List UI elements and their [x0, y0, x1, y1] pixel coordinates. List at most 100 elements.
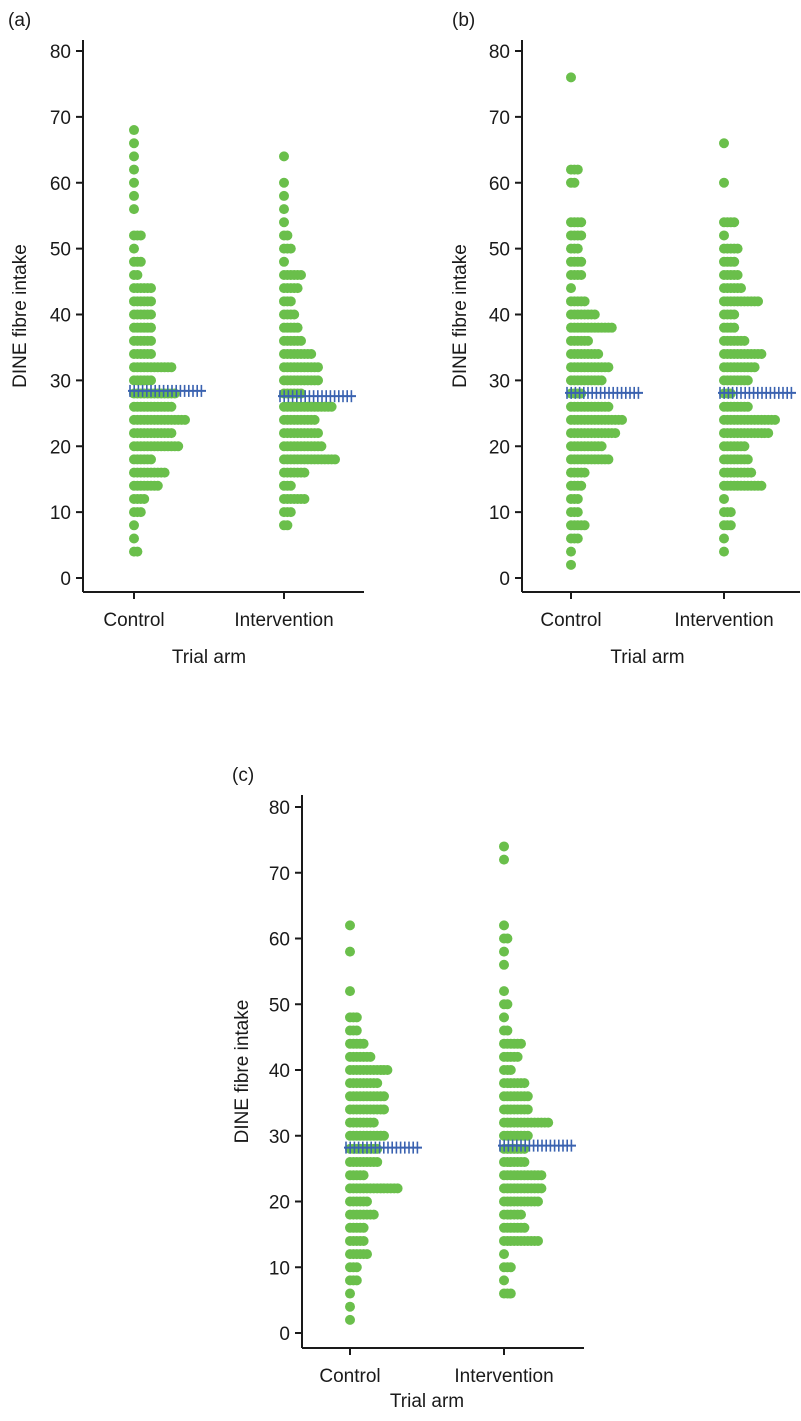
data-point [756, 349, 767, 360]
data-point [719, 546, 729, 557]
data-point [351, 1025, 362, 1036]
data-point [606, 322, 617, 333]
data-point [572, 243, 583, 254]
data-point [719, 230, 729, 241]
data-point [351, 1275, 362, 1286]
data-point [279, 190, 289, 201]
data-point [279, 204, 289, 215]
data-point [732, 243, 743, 254]
data-point [159, 467, 170, 478]
data-point [285, 296, 296, 307]
y-tick-label: 0 [279, 1324, 290, 1345]
data-point [139, 493, 150, 504]
mean-marker [278, 390, 356, 403]
data-point [756, 480, 767, 491]
data-point [505, 1262, 516, 1273]
data-point [326, 401, 337, 412]
y-axis-title: DINE fibre intake [10, 244, 31, 388]
data-point [146, 283, 156, 294]
data-point [505, 1065, 516, 1075]
data-point [345, 920, 355, 931]
data-point [719, 138, 729, 149]
data-point [129, 204, 139, 215]
data-point [146, 349, 156, 360]
data-point [166, 401, 177, 412]
mean-marker [498, 1139, 576, 1152]
data-point [519, 1157, 530, 1168]
data-point [566, 283, 576, 294]
data-point [129, 520, 139, 531]
data-point [166, 362, 177, 373]
data-point [725, 520, 736, 531]
y-tick-label: 30 [269, 1127, 290, 1148]
data-point [732, 269, 743, 280]
data-point [345, 946, 355, 957]
data-point [129, 151, 139, 162]
y-tick-label: 20 [269, 1193, 290, 1214]
series-intervention [498, 841, 576, 1299]
y-tick-label: 30 [489, 371, 510, 392]
mean-marker [718, 386, 796, 399]
data-point [603, 454, 614, 465]
data-point [279, 217, 289, 228]
x-tick-label: Control [540, 610, 601, 631]
data-point [132, 546, 143, 557]
data-point [519, 1078, 530, 1089]
data-point [392, 1183, 403, 1194]
data-point [135, 256, 146, 267]
data-point [351, 1012, 362, 1023]
data-point [135, 230, 146, 241]
data-point [512, 1051, 523, 1062]
data-point [173, 441, 184, 452]
data-point [299, 493, 310, 504]
panel-label: (c) [232, 765, 254, 786]
data-point [146, 375, 156, 386]
x-tick-label: Control [319, 1366, 380, 1387]
y-tick-label: 10 [269, 1258, 290, 1279]
data-point [180, 414, 190, 425]
data-point [516, 1209, 526, 1220]
data-point [358, 1235, 369, 1246]
data-point [129, 138, 139, 149]
data-point [522, 1104, 533, 1115]
data-point [579, 520, 590, 531]
data-point [543, 1117, 554, 1128]
y-tick-label: 40 [489, 306, 510, 327]
data-point [729, 309, 740, 320]
data-point [279, 256, 289, 267]
data-point [533, 1196, 543, 1207]
data-point [499, 1012, 509, 1023]
data-point [763, 428, 774, 439]
data-point [358, 1222, 369, 1233]
data-point [146, 296, 156, 307]
data-point [576, 480, 587, 491]
x-tick-label: Intervention [454, 1366, 553, 1387]
data-point [749, 362, 760, 373]
data-point [129, 190, 139, 201]
data-point [282, 230, 293, 241]
data-point [309, 414, 320, 425]
data-point [576, 217, 587, 228]
data-point [719, 493, 729, 504]
data-point [285, 243, 296, 254]
data-point [536, 1170, 547, 1181]
data-point [362, 1196, 372, 1207]
data-point [572, 493, 583, 504]
data-point [739, 335, 750, 346]
y-tick-label: 60 [50, 174, 71, 195]
y-tick-label: 0 [60, 569, 71, 590]
data-point [505, 1288, 516, 1299]
data-point [146, 335, 156, 346]
y-tick-label: 60 [269, 930, 290, 951]
data-point [742, 454, 753, 465]
y-tick-label: 80 [269, 798, 290, 819]
data-point [572, 164, 583, 175]
y-tick-label: 80 [50, 42, 71, 63]
data-point [579, 467, 590, 478]
data-point [372, 1143, 383, 1154]
y-tick-label: 20 [50, 437, 71, 458]
data-point [603, 401, 614, 412]
y-tick-label: 50 [269, 995, 290, 1016]
data-point [596, 441, 607, 452]
